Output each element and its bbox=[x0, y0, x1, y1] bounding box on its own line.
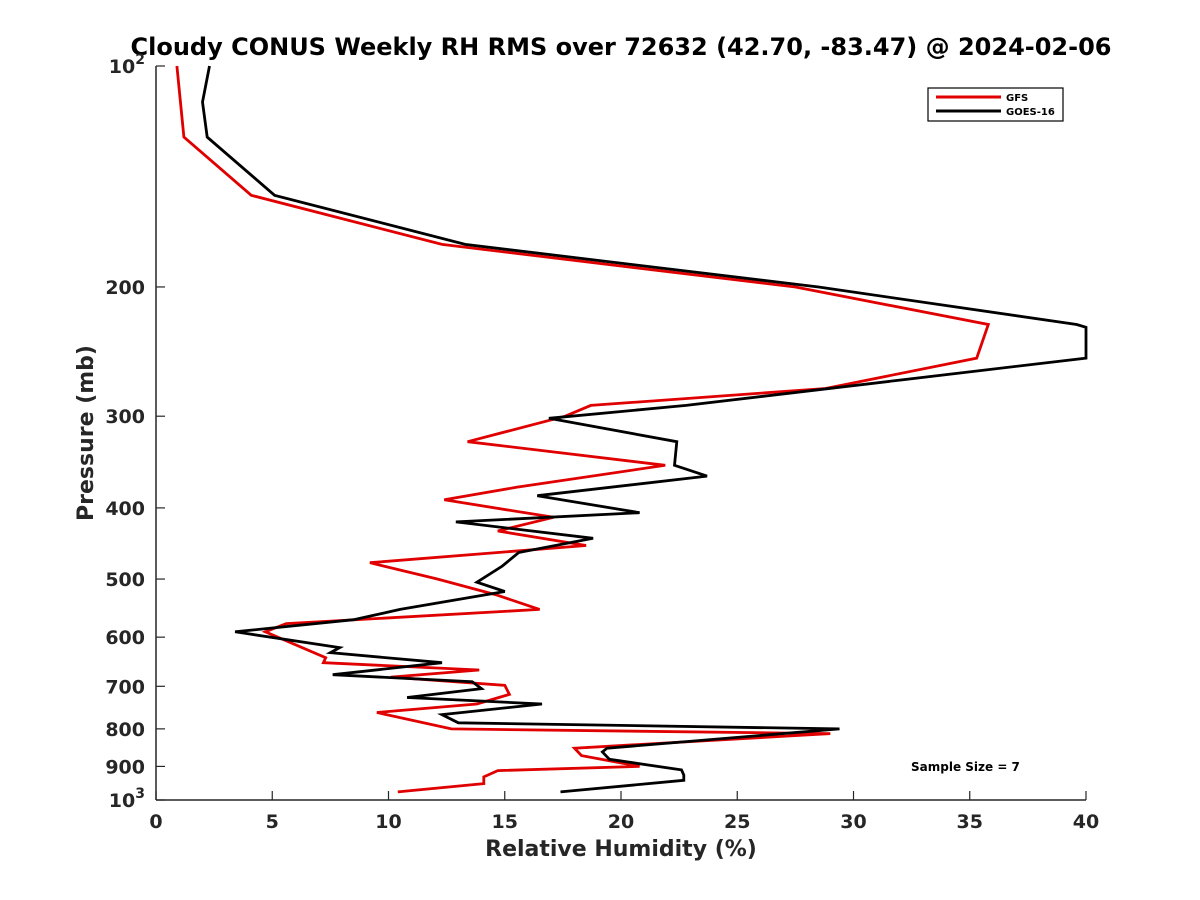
legend: GFS GOES-16 bbox=[927, 87, 1064, 122]
y-tick-label: 200 bbox=[105, 277, 145, 299]
series-lines bbox=[175, 65, 1088, 794]
legend-label-goes16: GOES-16 bbox=[1006, 107, 1055, 118]
chart-title: Cloudy CONUS Weekly RH RMS over 72632 (4… bbox=[131, 33, 1112, 61]
plot-area bbox=[155, 65, 1088, 801]
y-tick-label: 102 bbox=[109, 52, 145, 78]
legend-box bbox=[927, 87, 1064, 122]
y-tick-label: 700 bbox=[105, 676, 145, 698]
plot-background bbox=[156, 66, 1086, 800]
x-tick-label: 5 bbox=[266, 811, 279, 833]
x-tick-label: 15 bbox=[492, 811, 518, 833]
x-tick-label: 35 bbox=[957, 811, 983, 833]
y-tick-label: 300 bbox=[105, 406, 145, 428]
x-tick-label: 25 bbox=[724, 811, 750, 833]
x-tick-label: 0 bbox=[149, 811, 162, 833]
x-ticks: 0 5 10 15 20 25 30 35 40 bbox=[149, 791, 1099, 833]
y-ticks: 102 200 300 400 500 600 700 800 900 103 bbox=[105, 52, 165, 812]
series-line-goes16 bbox=[201, 65, 1088, 794]
y-tick-label: 900 bbox=[105, 756, 145, 778]
x-tick-label: 10 bbox=[375, 811, 401, 833]
y-tick-label: 103 bbox=[109, 786, 145, 812]
x-tick-label: 40 bbox=[1073, 811, 1099, 833]
y-tick-label: 800 bbox=[105, 719, 145, 741]
legend-label-gfs: GFS bbox=[1006, 93, 1028, 104]
y-axis-title: Pressure (mb) bbox=[74, 345, 99, 521]
y-tick-label: 600 bbox=[105, 627, 145, 649]
sample-size-annotation: Sample Size = 7 bbox=[911, 760, 1020, 774]
y-tick-label: 500 bbox=[105, 569, 145, 591]
y-tick-label: 400 bbox=[105, 498, 145, 520]
x-tick-label: 20 bbox=[608, 811, 634, 833]
x-axis-title: Relative Humidity (%) bbox=[485, 837, 757, 862]
x-tick-label: 30 bbox=[840, 811, 866, 833]
